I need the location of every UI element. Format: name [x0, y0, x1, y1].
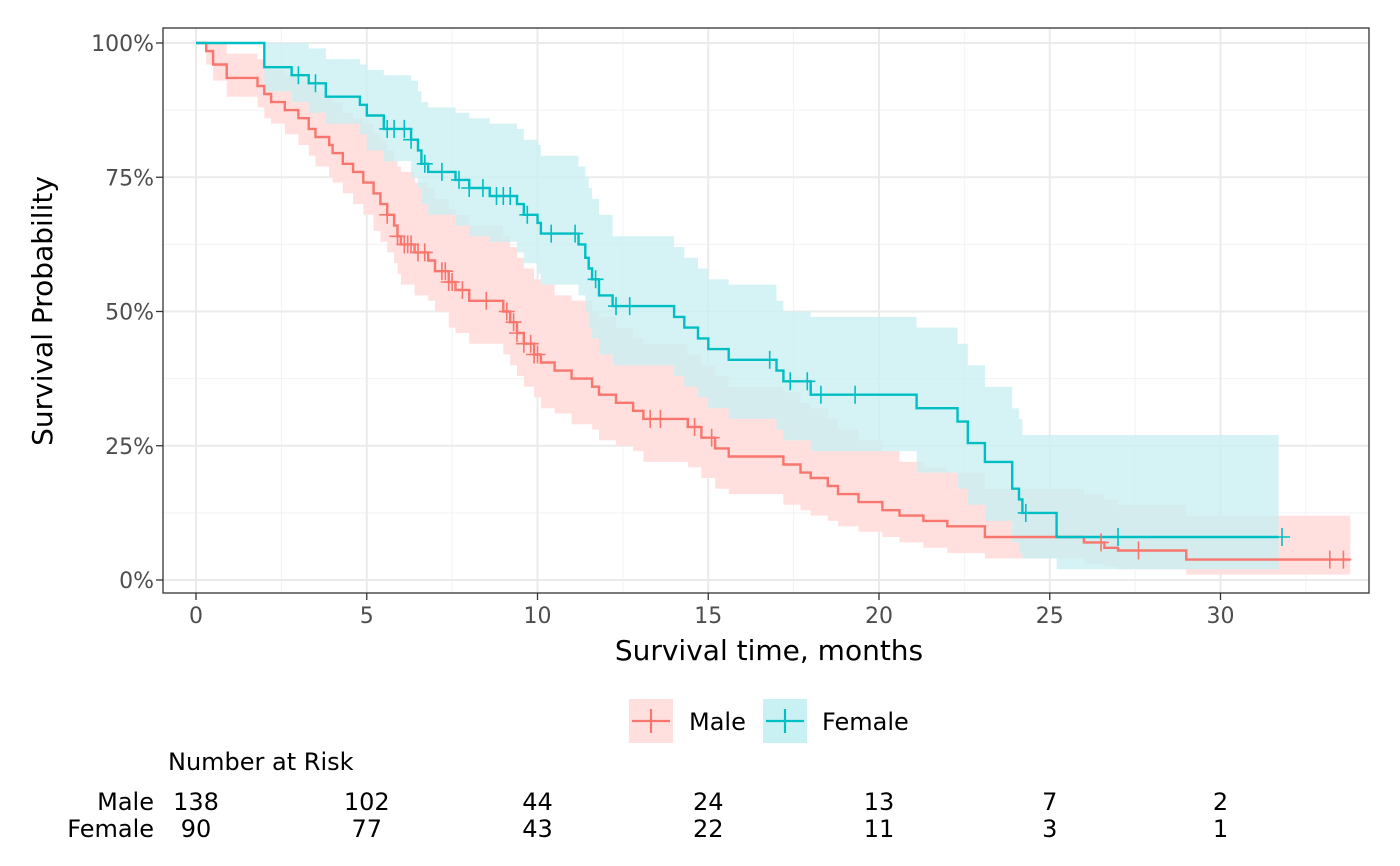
censor-mark-female: [290, 66, 307, 85]
censor-mark-female: [761, 350, 778, 369]
censor-mark-female: [474, 179, 491, 197]
y-tick-label: 0%: [119, 569, 154, 594]
censor-mark-male: [416, 243, 433, 262]
censor-mark-female: [782, 372, 799, 391]
censor-mark-female: [502, 187, 519, 205]
risk-row-label-female: Female: [67, 815, 154, 843]
censor-mark-male: [522, 334, 539, 353]
censor-mark-female: [416, 154, 433, 173]
x-tick-label: 15: [694, 604, 722, 629]
censor-mark-male: [505, 313, 522, 332]
censor-mark-female: [1110, 528, 1126, 546]
censor-mark-male: [379, 205, 396, 224]
censor-mark-male: [1321, 550, 1338, 569]
censor-mark-male: [478, 291, 495, 310]
censor-mark-male: [529, 345, 546, 364]
censor-mark-female: [396, 119, 413, 138]
censor-mark-female: [847, 385, 864, 404]
censor-mark-male: [509, 324, 525, 342]
censor-mark-female: [608, 297, 624, 316]
legend-label-male: Male: [689, 708, 746, 736]
risk-value-male: 44: [522, 788, 553, 816]
censor-mark-male: [444, 273, 461, 291]
risk-value-female: 90: [181, 815, 212, 843]
censor-mark-male: [1335, 550, 1352, 569]
censor-mark-male: [1093, 533, 1109, 552]
risk-value-female: 43: [522, 815, 553, 843]
censor-mark-female: [1274, 528, 1290, 546]
censor-mark-female: [461, 179, 478, 197]
band-female: [196, 43, 1279, 570]
x-tick-label: 0: [189, 604, 203, 629]
x-tick-label: 10: [524, 604, 552, 629]
censor-mark-male: [652, 409, 669, 428]
censor-mark-male: [1130, 541, 1147, 560]
risk-value-female: 11: [864, 815, 895, 843]
censor-mark-female: [451, 170, 467, 189]
legend-label-female: Female: [822, 708, 909, 736]
axes: 0 5 10 15 20 25 30 0% 25% 50% 75% 100%: [91, 32, 1234, 629]
risk-table-title: Number at Risk: [168, 748, 354, 776]
censor-mark-female: [433, 162, 450, 181]
censor-mark-female: [403, 130, 420, 149]
censor-mark-female: [1017, 503, 1034, 522]
y-tick-label: 50%: [105, 301, 154, 326]
x-tick-label: 25: [1036, 604, 1064, 629]
censor-mark-male: [437, 262, 454, 281]
risk-value-male: 102: [344, 788, 390, 816]
censor-mark-female: [307, 74, 324, 93]
risk-value-male: 24: [693, 788, 724, 816]
y-axis-title: Survival Probability: [26, 176, 59, 446]
censor-mark-male: [498, 302, 515, 321]
risk-value-male: 2: [1213, 788, 1228, 816]
censor-mark-male: [389, 227, 406, 246]
risk-value-female: 3: [1042, 815, 1057, 843]
censor-mark-female: [567, 224, 584, 243]
x-tick-label: 20: [865, 604, 893, 629]
censor-mark-male: [703, 428, 720, 447]
risk-value-male: 13: [864, 788, 895, 816]
risk-value-male: 7: [1042, 788, 1057, 816]
risk-table-values: 138 102 44 24 13 7 2 90 77 43 22 11 3 1: [173, 788, 1228, 843]
x-axis-title: Survival time, months: [615, 634, 923, 667]
risk-value-male: 138: [173, 788, 219, 816]
censor-marks: [290, 66, 1352, 569]
censor-mark-male: [403, 235, 420, 254]
censor-mark-male: [686, 418, 703, 436]
risk-value-female: 22: [693, 815, 724, 843]
censor-mark-female: [587, 270, 604, 289]
y-tick-label: 100%: [91, 32, 154, 57]
risk-row-label-male: Male: [97, 788, 154, 816]
censor-mark-female: [812, 385, 829, 404]
x-tick-label: 30: [1207, 604, 1235, 629]
risk-value-female: 1: [1213, 815, 1228, 843]
censor-mark-female: [543, 224, 560, 243]
censor-mark-female: [799, 372, 816, 391]
curve-female: [196, 41, 1279, 539]
censor-mark-female: [519, 205, 536, 224]
risk-value-female: 77: [351, 815, 382, 843]
x-tick-label: 5: [360, 604, 374, 629]
plot-panel-border: [162, 27, 1370, 594]
censor-mark-male: [454, 281, 471, 299]
y-tick-label: 75%: [105, 166, 154, 191]
censor-mark-female: [621, 297, 638, 316]
y-tick-label: 25%: [105, 435, 154, 460]
confidence-bands: [196, 43, 1351, 575]
legend: Male Female: [629, 699, 909, 743]
